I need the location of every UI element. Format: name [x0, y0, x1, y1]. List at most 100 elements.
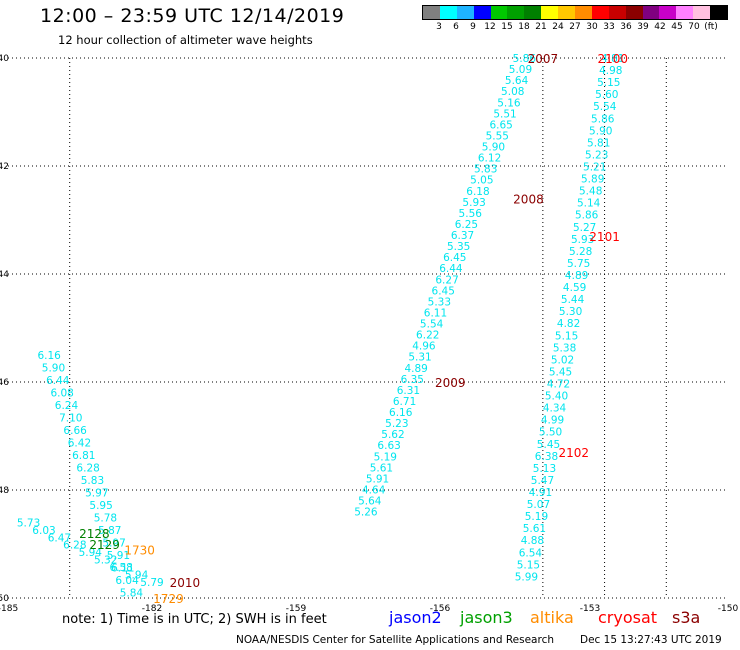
- generation-timestamp: Dec 15 13:27:43 UTC 2019: [580, 634, 722, 646]
- chart-title: 12:00 – 23:59 UTC 12/14/2019: [40, 5, 345, 27]
- color-swatch-14: [659, 6, 677, 19]
- x-tick-label: -153: [580, 604, 600, 614]
- swh-value-label: 6.28: [63, 540, 86, 552]
- swh-value-label: 5.79: [140, 577, 163, 589]
- swh-value-label: 5.51: [493, 108, 516, 120]
- swh-value-label: 6.45: [443, 252, 466, 264]
- x-tick-label: -182: [142, 604, 162, 614]
- swh-value-label: 5.19: [374, 451, 397, 463]
- swh-value-label: 6.44: [46, 375, 70, 387]
- swh-value-label: 5.47: [531, 475, 554, 487]
- swh-value-label: 7.10: [59, 413, 82, 425]
- swh-value-label: 6.66: [63, 425, 87, 437]
- swh-value-label: 5.15: [517, 559, 540, 571]
- color-scale-legend: 3 6 9 12 15 18 21 24 27 30 33 36 39 42 45 70 (ft): [422, 5, 728, 34]
- color-swatch-17: [710, 6, 728, 19]
- swh-value-label: 6.24: [55, 400, 79, 412]
- swh-value-label: 4.72: [547, 379, 570, 391]
- color-scale-label: 3: [436, 22, 442, 32]
- color-swatch-10: [591, 6, 609, 19]
- swh-value-label: 6.27: [435, 274, 458, 286]
- color-scale-label: 15: [501, 22, 513, 32]
- swh-value-label: 5.07: [527, 499, 550, 511]
- swh-value-label: 6.11: [111, 563, 134, 575]
- time-label: 1729: [153, 592, 184, 606]
- swh-value-label: 5.32: [94, 555, 117, 567]
- time-label: 2101: [589, 230, 620, 244]
- swh-value-label: 5.99: [515, 571, 538, 583]
- color-swatch-0: [423, 6, 440, 19]
- swh-value-label: 4.81: [601, 53, 624, 65]
- swh-value-label: 6.16: [37, 350, 61, 362]
- swh-value-label: 5.97: [85, 488, 108, 500]
- swh-value-label: 5.23: [385, 418, 408, 430]
- y-tick-label: -44: [0, 270, 9, 280]
- time-label: 1730: [124, 543, 155, 557]
- swh-value-label: 6.45: [432, 285, 455, 297]
- color-swatch-4: [490, 6, 508, 19]
- swh-value-label: 5.60: [595, 89, 618, 101]
- y-tick-label: -48: [0, 486, 9, 496]
- swh-value-label: 6.58: [109, 562, 132, 574]
- swh-value-label: 5.86: [513, 53, 537, 65]
- swh-value-label: 5.35: [447, 241, 470, 253]
- mission-cryosat: cryosat: [598, 608, 658, 627]
- time-label: 2102: [558, 446, 589, 460]
- swh-value-label: 5.30: [559, 306, 582, 318]
- time-label: 2129: [89, 538, 120, 552]
- color-scale-label: 33: [603, 22, 615, 32]
- time-label: 2128: [79, 527, 110, 541]
- color-swatch-1: [439, 6, 457, 19]
- swh-value-label: 5.45: [537, 439, 560, 451]
- swh-value-label: 4.96: [412, 341, 436, 353]
- color-scale-label: 6: [453, 22, 459, 32]
- swh-value-label: 6.65: [489, 119, 512, 131]
- swh-value-label: 5.54: [593, 101, 617, 113]
- swh-value-label: 5.64: [358, 496, 382, 508]
- swh-value-label: 6.63: [377, 440, 400, 452]
- swh-value-label: 4.59: [563, 282, 586, 294]
- color-scale-label: 12: [484, 22, 496, 32]
- swh-value-label: 5.15: [597, 77, 620, 89]
- swh-value-label: 5.90: [589, 125, 612, 137]
- swh-value-label: 4.89: [404, 363, 427, 375]
- swh-value-label: 5.21: [583, 162, 606, 174]
- color-swatch-2: [456, 6, 474, 19]
- swh-value-label: 5.86: [575, 210, 599, 222]
- swh-value-label: 5.08: [501, 86, 524, 98]
- swh-value-label: 6.37: [451, 230, 474, 242]
- color-swatch-11: [608, 6, 626, 19]
- y-tick-label: -50: [0, 594, 9, 604]
- x-tick-label: -156: [430, 604, 451, 614]
- swh-value-label: 4.34: [543, 403, 567, 415]
- swh-value-label: 6.38: [535, 451, 558, 463]
- swh-value-label: 5.16: [497, 97, 521, 109]
- color-swatch-3: [473, 6, 491, 19]
- y-tick-label: -42: [0, 162, 9, 172]
- swh-value-label: 5.27: [573, 222, 596, 234]
- swh-value-label: 5.56: [459, 208, 483, 220]
- swh-value-label: 5.13: [533, 463, 556, 475]
- swh-value-label: 6.08: [50, 388, 73, 400]
- swh-value-label: 5.93: [462, 197, 485, 209]
- color-scale-label: 27: [569, 22, 581, 32]
- swh-value-label: 6.25: [455, 219, 478, 231]
- swh-value-label: 4.64: [362, 484, 386, 496]
- swh-value-label: 5.28: [569, 246, 592, 258]
- swh-value-label: 5.83: [81, 475, 104, 487]
- swh-value-label: 5.95: [89, 500, 112, 512]
- mission-jason2: jason2: [389, 608, 442, 627]
- swh-value-label: 5.14: [577, 198, 601, 210]
- swh-value-label: 6.47: [48, 532, 71, 544]
- color-swatch-9: [575, 6, 592, 19]
- color-swatch-5: [507, 6, 525, 19]
- swh-value-label: 6.11: [424, 307, 447, 319]
- color-scale-label: 42: [654, 22, 666, 32]
- swh-value-label: 5.94: [125, 569, 149, 581]
- swh-value-label: 4.98: [599, 65, 622, 77]
- color-scale-label: 21: [535, 22, 547, 32]
- swh-value-label: 5.61: [523, 523, 546, 535]
- swh-value-label: 5.33: [428, 296, 451, 308]
- footer-credit: NOAA/NESDIS Center for Satellite Applica…: [236, 634, 554, 646]
- chart-subtitle: 12 hour collection of altimeter wave hei…: [58, 33, 313, 47]
